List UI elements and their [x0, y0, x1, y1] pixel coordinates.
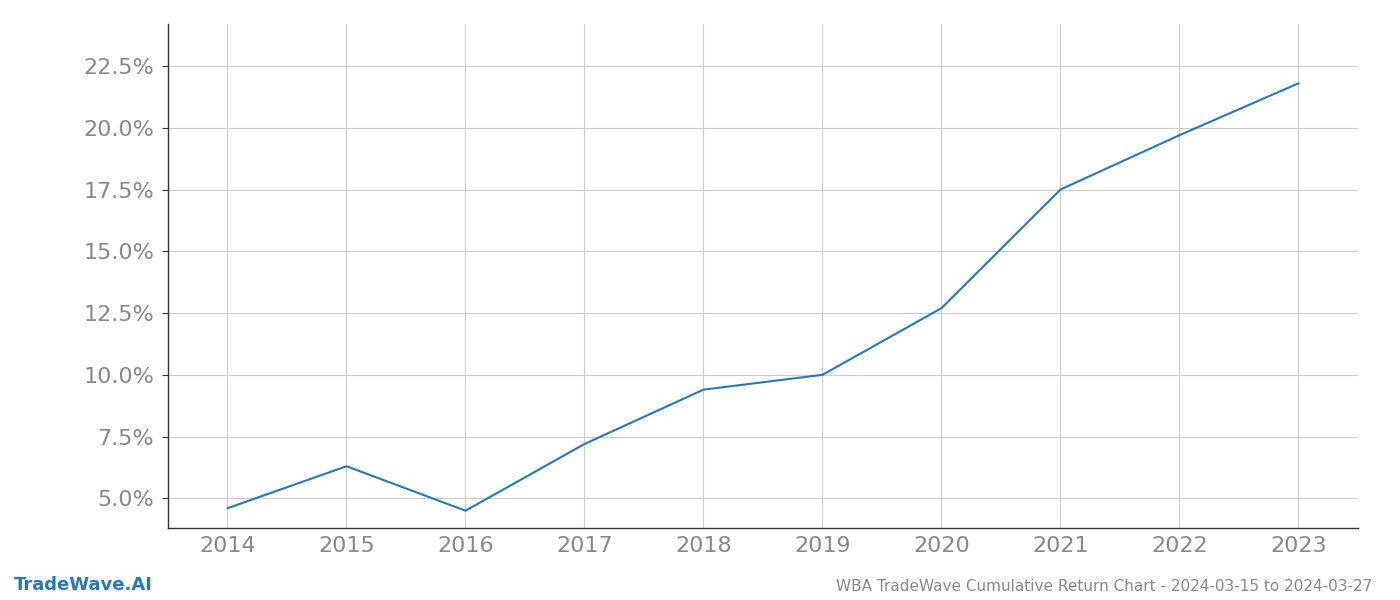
- Text: WBA TradeWave Cumulative Return Chart - 2024-03-15 to 2024-03-27: WBA TradeWave Cumulative Return Chart - …: [836, 579, 1372, 594]
- Text: TradeWave.AI: TradeWave.AI: [14, 576, 153, 594]
